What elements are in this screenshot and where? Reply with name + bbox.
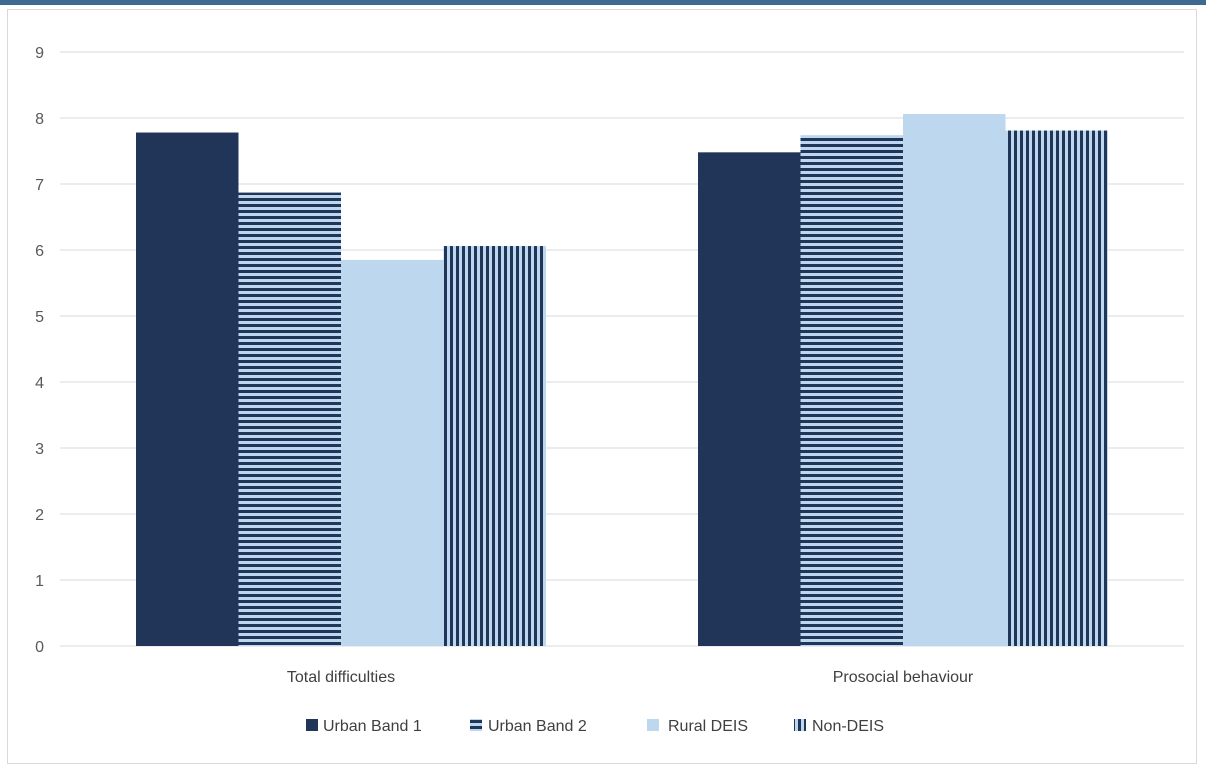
y-tick-label: 5	[35, 309, 44, 326]
bar-urban-band-2-1	[238, 192, 341, 646]
y-tick-label: 1	[35, 573, 44, 590]
legend-swatch	[470, 719, 482, 731]
y-tick-label: 9	[35, 45, 44, 62]
y-tick-label: 7	[35, 177, 44, 194]
y-tick-label: 6	[35, 243, 44, 260]
y-tick-label: 4	[35, 375, 44, 392]
bar-urban-band-1-2	[698, 152, 801, 646]
bar-non-deis-2	[1005, 130, 1108, 647]
legend-swatch	[306, 719, 318, 731]
legend-label: Urban Band 2	[488, 718, 587, 735]
bars	[136, 114, 1108, 647]
legend-label: Rural DEIS	[668, 718, 748, 735]
legend-swatch	[794, 719, 806, 731]
bar-non-deis-1	[443, 246, 546, 647]
bar-rural-deis-1	[341, 259, 444, 646]
y-tick-label: 2	[35, 507, 44, 524]
top-accent-bar	[0, 0, 1206, 5]
y-tick-label: 8	[35, 111, 44, 128]
legend-label: Non-DEIS	[812, 718, 884, 735]
legend-label: Urban Band 1	[323, 718, 422, 735]
chart-frame	[7, 9, 1197, 764]
bar-urban-band-1-1	[136, 132, 239, 646]
legend: Urban Band 1 Urban Band 2 Rural DEIS Non-DE…	[306, 718, 884, 735]
category-label: Prosocial behaviour	[833, 669, 974, 686]
y-axis-tick-labels: 0 1 2 3 4 5 6 7 8 9	[35, 45, 44, 656]
x-axis-category-labels: Total difficulties Prosocial behaviour	[287, 669, 974, 686]
y-tick-label: 3	[35, 441, 44, 458]
y-tick-label: 0	[35, 639, 44, 656]
legend-swatch	[647, 719, 659, 731]
category-label: Total difficulties	[287, 669, 395, 686]
bar-urban-band-2-2	[800, 135, 903, 646]
bar-rural-deis-2	[903, 114, 1006, 647]
